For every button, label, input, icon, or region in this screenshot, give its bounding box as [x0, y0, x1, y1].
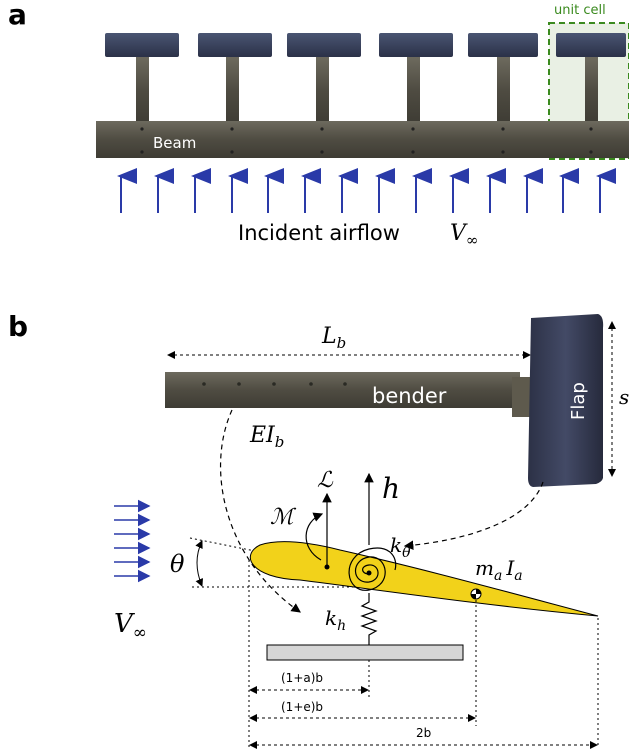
flap-to-airfoil-arrow: [403, 481, 544, 551]
beam-holes: [140, 127, 593, 154]
heave-spring-symbol: kh: [325, 606, 346, 634]
panel-b-label: b: [8, 310, 28, 343]
heave-spring: [360, 593, 378, 645]
mass-center-dimension-label: (1+e)b: [281, 700, 323, 714]
flap-5: [468, 33, 538, 123]
bending-stiffness-symbol: EIb: [249, 423, 284, 451]
beam-photo: [96, 121, 629, 158]
airflow-label: Incident airflow: [238, 221, 400, 245]
panel-a-label: a: [8, 0, 27, 31]
flap-4: [379, 33, 453, 123]
freestream-velocity-symbol: V∞: [114, 609, 147, 643]
flap-2: [198, 33, 272, 123]
unit-cell-label: unit cell: [554, 3, 606, 18]
flap-1: [105, 33, 179, 123]
airflow-velocity-symbol: V∞: [450, 221, 478, 249]
flap-span-symbol: s: [619, 385, 629, 409]
beam-label: Beam: [153, 134, 196, 152]
mass-inertia-symbol: ma Ia: [475, 556, 523, 584]
airflow-arrows: [117, 168, 616, 213]
moment-arrow: [305, 512, 324, 561]
elastic-axis-dimension-label: (1+a)b: [281, 671, 323, 685]
bender-holes: [202, 382, 347, 386]
flap-3: [287, 33, 361, 123]
heave-symbol: h: [382, 472, 400, 505]
flap-label: Flap: [568, 382, 589, 420]
torsion-spring: [348, 547, 397, 591]
torsion-spring-symbol: kθ: [390, 533, 411, 561]
flap-photo: [528, 314, 604, 487]
chord-dimension-label: 2b: [416, 726, 431, 740]
angle-arc: [195, 540, 204, 587]
aerodynamic-center-point: [324, 564, 330, 570]
flap-6: [556, 33, 626, 123]
bender-photo: [165, 372, 520, 408]
bender-length-symbol: Lb: [321, 324, 346, 352]
lift-symbol: ℒ: [317, 468, 334, 493]
flap-array: [105, 33, 626, 123]
moment-symbol: ℳ: [270, 505, 297, 530]
ground-block: [266, 644, 464, 661]
freestream-arrows: [114, 499, 151, 583]
pitch-angle-symbol: θ: [170, 550, 185, 578]
airfoil: [249, 541, 599, 617]
elastic-axis-point: [366, 570, 372, 576]
bender-label: bender: [372, 384, 447, 408]
